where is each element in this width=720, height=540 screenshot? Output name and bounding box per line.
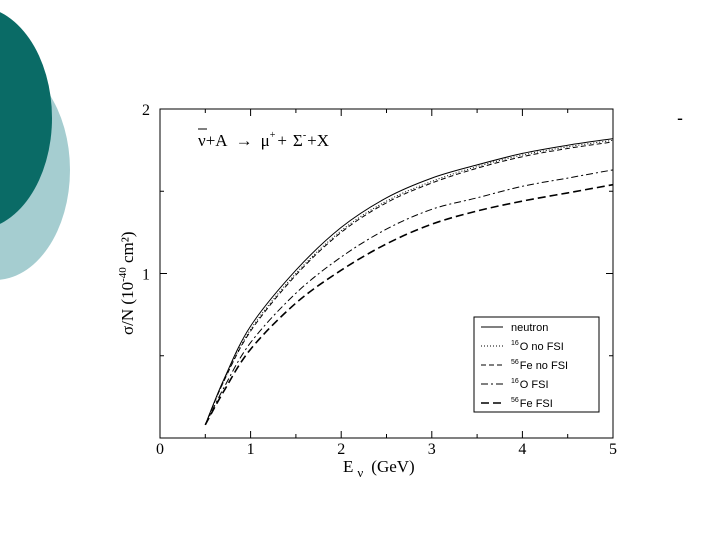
y-axis-label-pre: σ/N (10 <box>118 282 137 335</box>
legend: neutron 16O no FSI 56Fe no FSI 16O FSI 56Fe … <box>473 316 600 413</box>
x-axis-label-sub: ν <box>357 465 363 480</box>
muon-charge: + <box>270 130 276 141</box>
x-tick-label: 2 <box>337 441 345 458</box>
x-tick-label: 3 <box>428 441 436 458</box>
reaction-formula: ν+A → μ+ + Σ-+X <box>198 130 329 150</box>
x-tick-label: 5 <box>609 441 617 458</box>
x-axis-label-main: E <box>343 457 353 476</box>
series-line-1 <box>204 138 614 425</box>
legend-items: neutron 16O no FSI 56Fe no FSI 16O FSI 56Fe … <box>481 322 568 410</box>
plus-x-text: +X <box>307 131 329 150</box>
legend-label-1: neutron <box>511 322 548 334</box>
series-curves <box>204 138 614 426</box>
legend-label-4: 16O FSI <box>511 378 549 391</box>
y-tick-label: 1 <box>142 267 150 284</box>
legend-box <box>473 316 600 413</box>
arrow-symbol: → <box>236 131 253 150</box>
series-line-3 <box>204 141 614 425</box>
x-tick-label: 1 <box>247 441 255 458</box>
x-tick-labels: 0 1 2 3 4 5 <box>156 441 617 458</box>
plus-a-text: +A <box>206 131 229 150</box>
y-tick-label: 2 <box>142 102 150 119</box>
axis-ticks <box>159 108 614 438</box>
sigma-symbol: Σ <box>293 131 303 150</box>
plus-sign: + <box>277 131 287 150</box>
muon-symbol: μ <box>261 131 270 150</box>
legend-label-2: 16O no FSI <box>511 340 564 353</box>
x-tick-label: 4 <box>518 441 526 458</box>
y-axis-label: σ/N (10-40 cm²) <box>117 231 137 335</box>
y-axis-label-sup: -40 <box>117 267 129 282</box>
series-line-5 <box>204 183 614 426</box>
legend-label-5: 56Fe FSI <box>511 397 553 410</box>
x-axis-label-unit: (GeV) <box>371 457 414 476</box>
series-line-2 <box>204 139 614 425</box>
x-tick-label: 0 <box>156 441 164 458</box>
series-line-4 <box>204 169 614 426</box>
antineutrino-symbol: ν <box>198 131 206 150</box>
y-axis-label-post: cm²) <box>118 231 137 267</box>
y-tick-labels: 12 <box>142 102 150 284</box>
corner-dash-mark: - <box>677 108 683 128</box>
dark-teal-circle <box>0 12 52 224</box>
sigma-charge: - <box>303 130 306 141</box>
legend-label-3: 56Fe no FSI <box>511 359 568 372</box>
